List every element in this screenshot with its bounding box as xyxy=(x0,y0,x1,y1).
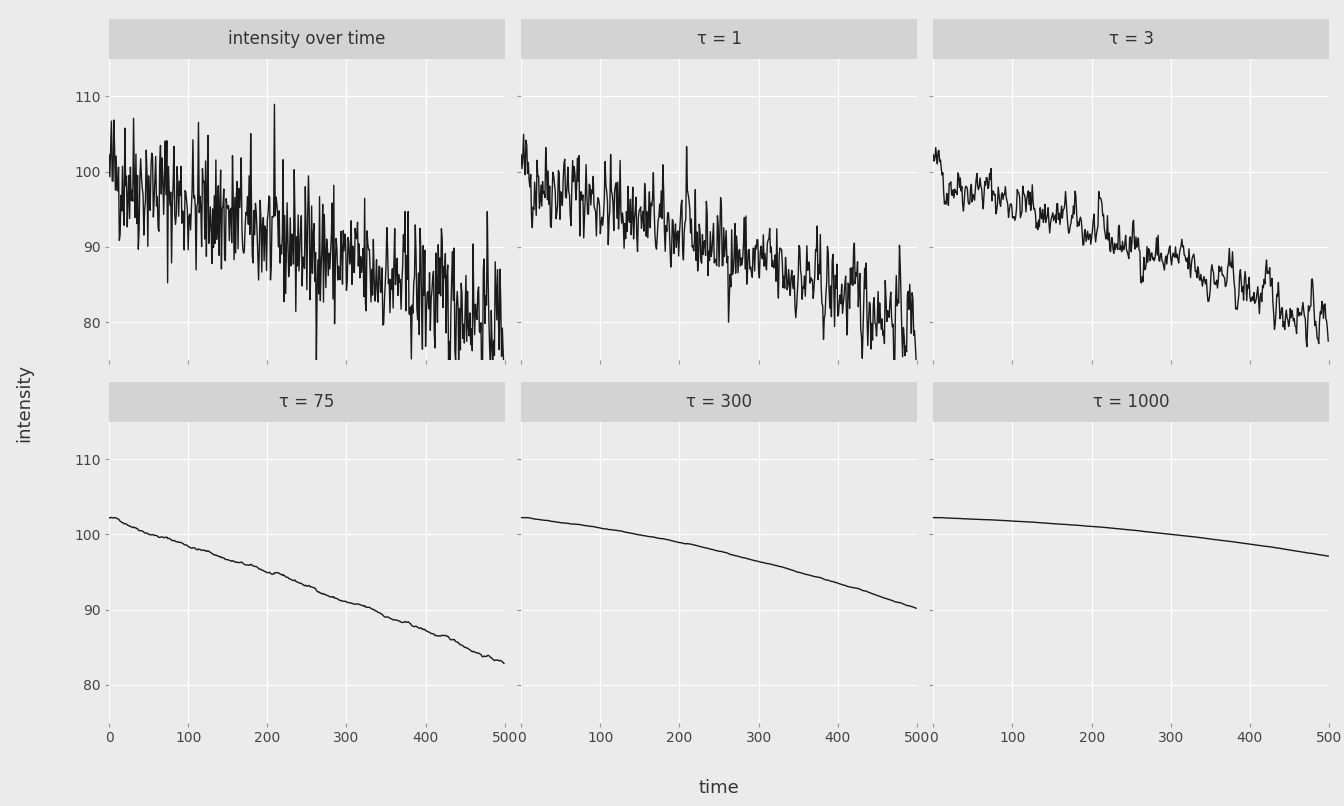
Text: intensity over time: intensity over time xyxy=(228,30,386,48)
Text: τ = 1: τ = 1 xyxy=(696,30,742,48)
Text: τ = 1000: τ = 1000 xyxy=(1093,393,1169,410)
Text: τ = 300: τ = 300 xyxy=(685,393,753,410)
Text: τ = 3: τ = 3 xyxy=(1109,30,1153,48)
Text: τ = 75: τ = 75 xyxy=(280,393,335,410)
Text: time: time xyxy=(699,779,739,797)
Text: intensity: intensity xyxy=(15,364,34,442)
